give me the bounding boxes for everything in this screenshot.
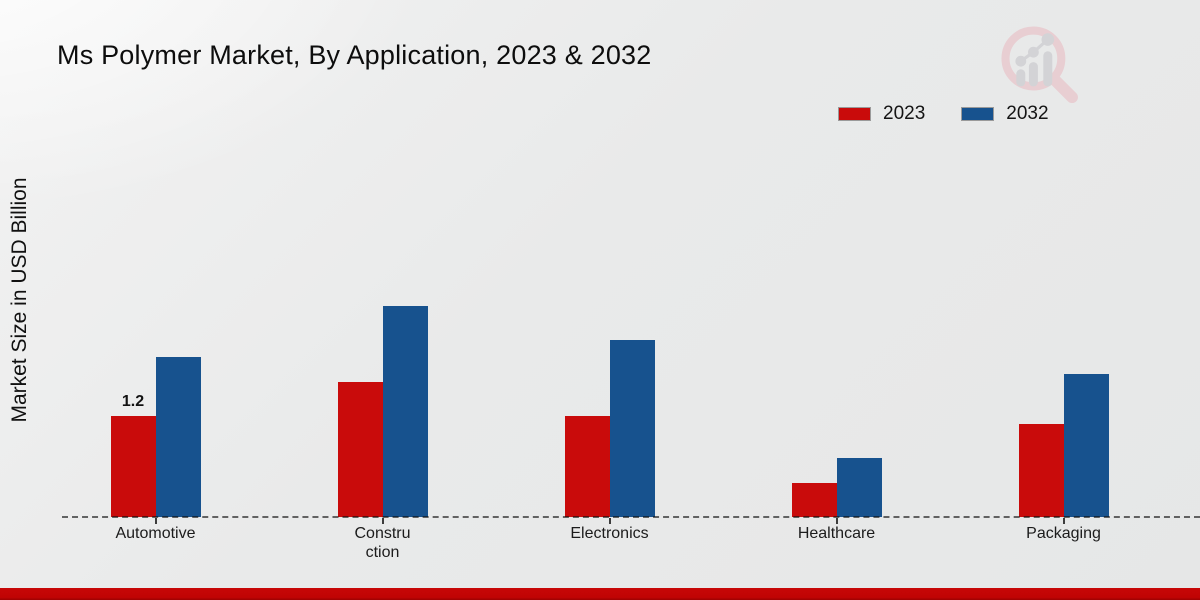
- bar-2023-construction: [337, 382, 383, 517]
- bar-glyph: [1028, 62, 1038, 87]
- legend-item-2032[interactable]: 2032: [961, 103, 1049, 125]
- x-axis-category-label: Packaging: [1026, 525, 1101, 542]
- bar-glyph: [1016, 69, 1026, 87]
- legend: 2023 2032: [838, 103, 1049, 125]
- bar-2023-electronics: [564, 416, 610, 517]
- bar-2032-healthcare: [836, 458, 882, 517]
- legend-label: 2032: [1006, 103, 1049, 124]
- x-axis-category-label: Constru ction: [354, 525, 411, 561]
- x-axis-baseline: [62, 516, 1200, 518]
- bar-2023-packaging: [1018, 424, 1064, 517]
- x-axis-category-label: Healthcare: [797, 525, 876, 542]
- x-axis-tick: [381, 518, 384, 524]
- x-axis-tick: [154, 518, 157, 524]
- bar-2023-automotive: [110, 416, 156, 517]
- bar-2032-electronics: [609, 340, 655, 517]
- bar-glyph: [1043, 51, 1053, 87]
- growth-dot: [1041, 33, 1055, 46]
- legend-label: 2023: [883, 103, 926, 124]
- legend-swatch-2032: [961, 107, 995, 121]
- x-axis-category-label: Automotive: [115, 525, 196, 542]
- bar-2032-packaging: [1063, 374, 1109, 517]
- growth-dot: [1028, 46, 1039, 58]
- chart-title: Ms Polymer Market, By Application, 2023 …: [57, 40, 652, 70]
- legend-item-2023[interactable]: 2023: [838, 103, 925, 125]
- growth-dot: [1015, 55, 1027, 67]
- x-axis-category-label: Electronics: [570, 525, 649, 542]
- footer-accent-bar: [0, 588, 1200, 600]
- bar-2023-healthcare: [791, 483, 837, 517]
- magnifier-ring: [1001, 26, 1066, 91]
- x-axis-tick: [835, 518, 838, 524]
- magnifier-handle: [1049, 74, 1078, 104]
- x-axis-tick: [608, 518, 611, 524]
- bar-2032-automotive: [155, 357, 201, 517]
- magnifier-bar-chart-logo-watermark: [1001, 26, 1078, 104]
- x-axis-tick: [1062, 518, 1065, 524]
- bar-2032-construction: [382, 306, 428, 517]
- bar-value-label: 1.2: [121, 393, 145, 410]
- legend-swatch-2023: [838, 107, 871, 121]
